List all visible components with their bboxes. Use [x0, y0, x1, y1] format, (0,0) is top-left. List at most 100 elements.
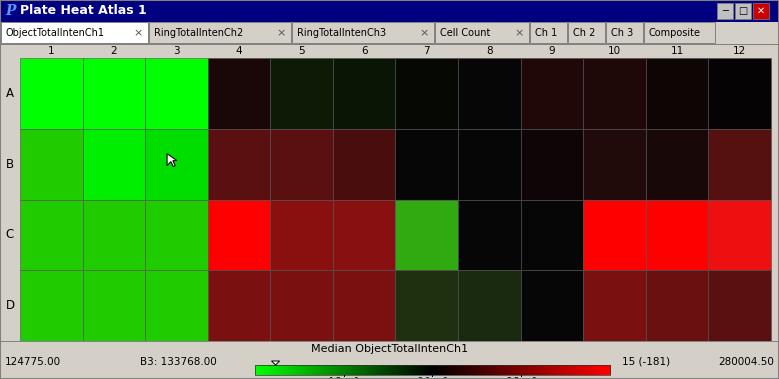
Bar — [458, 58, 520, 129]
Bar — [485, 365, 487, 375]
Polygon shape — [272, 361, 280, 365]
Text: 6: 6 — [361, 46, 368, 56]
Bar — [425, 365, 426, 375]
Bar — [442, 365, 444, 375]
Bar — [83, 199, 145, 270]
Bar — [432, 365, 433, 375]
Bar — [402, 365, 404, 375]
Bar — [366, 365, 368, 375]
Bar — [301, 365, 303, 375]
Bar — [145, 199, 208, 270]
Bar — [323, 365, 324, 375]
Text: ×: × — [419, 28, 428, 38]
Text: Cell Count: Cell Count — [440, 28, 490, 38]
Bar — [482, 365, 485, 375]
Bar — [264, 365, 266, 375]
Bar — [361, 365, 364, 375]
Bar — [422, 365, 424, 375]
Bar — [461, 365, 463, 375]
Bar — [434, 365, 435, 375]
Bar — [409, 365, 411, 375]
Bar — [353, 365, 355, 375]
Bar — [257, 365, 259, 375]
Bar — [499, 365, 501, 375]
Bar — [287, 365, 289, 375]
Bar — [459, 365, 460, 375]
Bar — [555, 365, 558, 375]
Bar — [309, 365, 312, 375]
Bar — [565, 365, 567, 375]
Bar — [458, 270, 520, 341]
Bar — [352, 365, 354, 375]
Bar — [364, 365, 366, 375]
Bar — [279, 365, 280, 375]
Bar — [347, 365, 349, 375]
Text: C: C — [6, 229, 14, 241]
Bar — [735, 3, 751, 19]
Bar — [520, 58, 583, 129]
Bar — [646, 270, 708, 341]
Bar — [555, 365, 556, 375]
Bar — [398, 365, 400, 375]
Bar — [557, 365, 559, 375]
Bar — [516, 365, 517, 375]
Bar — [273, 365, 275, 375]
Text: 10: 10 — [608, 46, 621, 56]
Bar — [583, 129, 646, 199]
Bar — [530, 22, 567, 43]
Bar — [646, 199, 708, 270]
Text: A: A — [6, 87, 14, 100]
Bar — [646, 129, 708, 199]
Bar — [453, 365, 455, 375]
Text: Median ObjectTotalIntenCh1: Median ObjectTotalIntenCh1 — [311, 344, 468, 354]
Bar — [389, 365, 391, 375]
Bar — [0, 0, 779, 22]
Bar — [83, 58, 145, 129]
Bar — [208, 58, 270, 129]
Bar — [492, 365, 494, 375]
Bar — [387, 365, 390, 375]
Bar — [396, 270, 458, 341]
Bar — [505, 365, 506, 375]
Bar — [606, 22, 643, 43]
Bar — [564, 365, 566, 375]
Bar — [523, 365, 526, 375]
Bar — [359, 365, 361, 375]
Text: B3: 133768.00: B3: 133768.00 — [140, 357, 217, 367]
Bar — [395, 365, 397, 375]
Bar — [571, 365, 573, 375]
Bar — [368, 365, 369, 375]
Bar — [469, 365, 471, 375]
Bar — [551, 365, 553, 375]
Text: RingTotalIntenCh2: RingTotalIntenCh2 — [154, 28, 243, 38]
Bar — [528, 365, 530, 375]
Bar — [454, 365, 456, 375]
Bar — [532, 365, 534, 375]
Bar — [370, 365, 372, 375]
Bar — [432, 365, 435, 375]
Bar — [585, 365, 587, 375]
Text: 2.5e+6: 2.5e+6 — [506, 376, 537, 379]
Bar — [598, 365, 600, 375]
Bar — [428, 365, 430, 375]
Bar — [493, 365, 495, 375]
Bar — [516, 365, 519, 375]
Bar — [295, 365, 298, 375]
Bar — [407, 365, 408, 375]
Text: Ch 3: Ch 3 — [611, 28, 633, 38]
Text: Ch 2: Ch 2 — [573, 28, 595, 38]
Bar — [609, 365, 611, 375]
Bar — [299, 365, 301, 375]
Bar — [327, 365, 330, 375]
Bar — [361, 365, 362, 375]
Bar — [307, 365, 309, 375]
Text: Ch 1: Ch 1 — [535, 28, 557, 38]
Bar — [340, 365, 342, 375]
Bar — [291, 365, 294, 375]
Bar — [382, 365, 383, 375]
Text: Plate Heat Atlas 1: Plate Heat Atlas 1 — [20, 5, 146, 17]
Bar — [266, 365, 268, 375]
Bar — [444, 365, 446, 375]
Text: 124775.00: 124775.00 — [5, 357, 61, 367]
Bar — [83, 270, 145, 341]
